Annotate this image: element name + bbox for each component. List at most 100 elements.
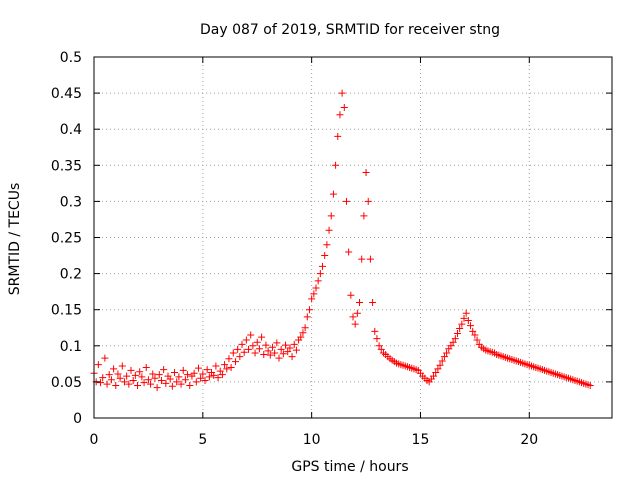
y-tick-label: 0.5: [60, 50, 82, 66]
data-point: [138, 373, 146, 381]
data-point: [268, 343, 276, 351]
y-tick-label: 0.2: [60, 267, 82, 283]
x-tick-label: 10: [303, 432, 321, 448]
data-point: [129, 376, 137, 384]
y-tick-label: 0.15: [51, 303, 82, 319]
data-point: [432, 369, 440, 377]
x-tick-label: 5: [198, 432, 207, 448]
data-point: [136, 368, 144, 376]
data-point: [240, 348, 248, 356]
axis-ticks: 0 0.05 0.1 0.15 0.2 0.25 0.3 0.35 0.4 0.45 0.5 0 5 10…: [51, 50, 612, 448]
data-point: [157, 376, 165, 384]
data-point: [469, 327, 477, 335]
data-point: [147, 380, 155, 388]
data-point: [449, 338, 457, 346]
x-axis-label: GPS time / hours: [291, 459, 408, 475]
data-point: [210, 371, 218, 379]
data-point: [149, 370, 157, 378]
data-point: [443, 349, 451, 357]
data-point: [134, 382, 142, 390]
data-point: [260, 350, 268, 358]
data-point: [155, 371, 163, 379]
data-point: [369, 298, 377, 306]
data-point: [360, 212, 368, 220]
data-point: [166, 375, 174, 383]
data-point: [197, 374, 205, 382]
data-point: [453, 330, 461, 338]
data-point: [97, 379, 105, 387]
data-point: [192, 378, 200, 386]
data-point: [273, 339, 281, 347]
data-point: [286, 344, 294, 352]
data-point: [190, 369, 198, 377]
data-point: [332, 161, 340, 169]
x-tick-label: 20: [520, 432, 538, 448]
data-point: [251, 349, 259, 357]
data-point: [451, 335, 459, 343]
data-point: [160, 366, 168, 374]
data-point: [310, 290, 318, 298]
data-point: [288, 353, 296, 361]
data-point: [105, 371, 113, 379]
data-point: [308, 295, 316, 303]
data-point: [249, 342, 257, 350]
data-point: [438, 357, 446, 365]
data-point: [356, 298, 364, 306]
data-point: [103, 380, 111, 388]
grid: [94, 57, 612, 418]
y-tick-label: 0.25: [51, 231, 82, 247]
data-point: [301, 324, 309, 332]
data-point: [262, 341, 270, 349]
data-point: [266, 351, 274, 359]
data-point: [327, 212, 335, 220]
data-point: [212, 362, 220, 370]
data-point: [345, 248, 353, 256]
chart-title: Day 087 of 2019, SRMTID for receiver stn…: [200, 22, 500, 38]
data-point: [101, 354, 109, 362]
data-point: [316, 270, 324, 278]
data-point: [321, 252, 329, 260]
data-point: [290, 340, 298, 348]
x-tick-label: 0: [90, 432, 99, 448]
data-point: [238, 340, 246, 348]
data-point: [223, 365, 231, 373]
data-point: [258, 333, 266, 341]
data-point: [255, 345, 263, 353]
data-point: [99, 374, 107, 382]
data-point: [305, 306, 313, 314]
data-point: [247, 331, 255, 339]
data-point: [201, 376, 209, 384]
data-point: [458, 320, 466, 328]
data-point: [112, 382, 120, 390]
data-point: [467, 322, 475, 330]
data-point: [312, 284, 320, 292]
data-point: [181, 376, 189, 384]
data-point: [325, 226, 333, 234]
data-point: [179, 366, 187, 374]
data-point: [177, 380, 185, 388]
y-tick-label: 0.05: [51, 375, 82, 391]
data-point: [434, 365, 442, 373]
y-tick-label: 0.4: [60, 122, 82, 138]
data-point: [353, 309, 361, 317]
data-point: [140, 379, 148, 387]
data-point: [118, 362, 126, 370]
data-point: [175, 373, 183, 381]
data-point: [216, 367, 224, 375]
data-point: [375, 342, 383, 350]
data-point: [447, 342, 455, 350]
data-point: [116, 374, 124, 382]
y-tick-label: 0: [73, 411, 82, 427]
data-point: [162, 379, 170, 387]
y-tick-label: 0.45: [51, 86, 82, 102]
data-point: [366, 255, 374, 263]
data-point: [456, 324, 464, 332]
data-point: [231, 358, 239, 366]
data-point: [144, 376, 152, 384]
data-point: [362, 169, 370, 177]
data-point: [292, 346, 300, 354]
data-points: [90, 89, 594, 392]
data-point: [151, 374, 159, 382]
